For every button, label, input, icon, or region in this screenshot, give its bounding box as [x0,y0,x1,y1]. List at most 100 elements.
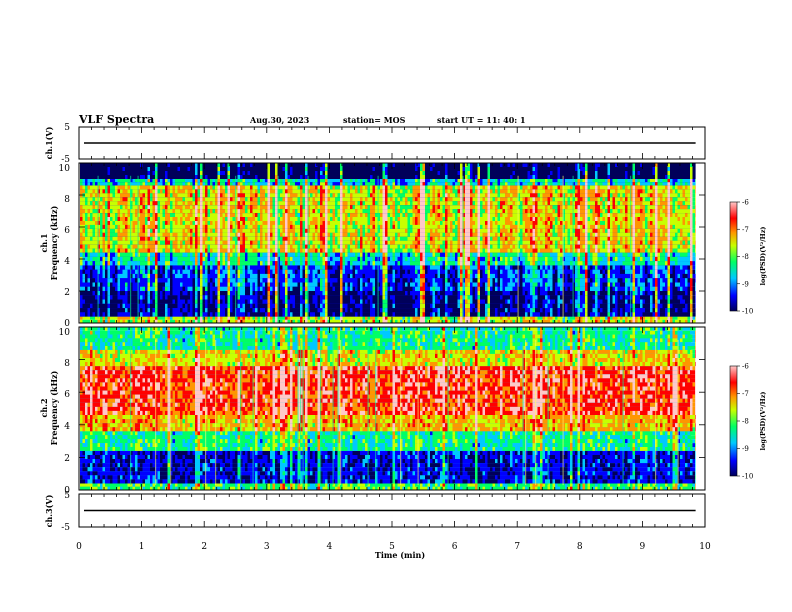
spectrogram-cell [527,316,530,320]
spectrogram-cell [272,273,275,279]
spectrogram-cell [200,308,203,313]
spectrogram-cell [527,299,530,304]
spectrogram-cell [185,319,188,323]
spectrogram-cell [255,256,258,262]
spectrogram-cell [452,312,455,317]
spectrogram-cell [82,291,85,296]
spectrogram-cell [215,193,218,198]
spectrogram-cell [97,312,100,317]
spectrogram-cell [550,278,553,283]
spectrogram-cell [477,189,480,194]
spectrogram-cell [130,252,133,257]
spectrogram-cell [460,299,463,304]
spectrogram-cell [160,319,163,323]
spectrogram-cell [487,295,490,300]
spectrogram-cell [555,316,558,320]
spectrogram-cell [617,319,620,323]
spectrogram-cell [675,265,678,270]
spectrogram-cell [595,295,598,300]
spectrogram-cell [617,185,620,190]
spectrogram-cell [572,299,575,304]
spectrogram-cell [142,256,145,262]
spectrogram-cell [282,252,285,257]
spectrogram-cell [380,286,383,291]
spectrogram-cell [277,269,280,274]
spectrogram-cell [642,282,645,287]
spectrogram-cell [417,193,420,198]
spectrogram-cell [635,282,638,287]
spectrogram-cell [635,312,638,317]
spectrogram-cell [102,189,105,194]
spectrogram-cell [347,261,350,266]
spectrogram-cell [172,193,175,198]
spectrogram-cell [172,303,175,309]
spectrogram-cell [225,291,228,296]
spectrogram-cell [317,291,320,296]
spectrogram-cell [555,256,558,262]
spectrogram-cell [612,319,615,323]
spectrogram-cell [587,308,590,313]
spectrogram-cell [95,256,98,262]
spectrogram-cell [275,299,278,304]
spectrogram-cell [442,269,445,274]
spectrogram-cell [425,185,428,190]
spectrogram-cell [652,269,655,274]
spectrogram-cell [397,265,400,270]
spectrogram-cell [345,303,348,309]
spectrogram-cell [242,278,245,283]
spectrogram-cell [357,303,360,309]
spectrogram-cell [695,189,696,194]
spectrogram-cell [482,319,485,323]
spectrogram-cell [505,286,508,291]
spectrogram-cell [667,261,670,266]
spectrogram-cell [420,261,423,266]
spectrogram-cell [297,265,300,270]
spectrogram-cell [347,295,350,300]
spectrogram-cell [650,252,653,257]
spectrogram-cell [480,252,483,257]
spectrogram-cell [165,286,168,291]
spectrogram-cell [220,261,223,266]
spectrogram-cell [155,286,158,291]
spectrogram-cell [667,252,670,257]
spectrogram-cell [212,316,215,320]
spectrogram-cell [275,185,278,190]
spectrogram-cell [272,319,275,323]
spectrogram-cell [100,312,103,317]
spectrogram-cell [610,286,613,291]
spectrogram-cell [152,265,155,270]
spectrogram-cell [437,316,440,320]
spectrogram-cell [510,299,513,304]
spectrogram-cell [530,273,533,279]
spectrogram-cell [305,286,308,291]
spectrogram-cell [430,193,433,198]
spectrogram-cell [112,278,115,283]
spectrogram-cell [652,286,655,291]
spectrogram-cell [647,282,650,287]
spectrogram-cell [110,295,113,300]
spectrogram-cell [437,312,440,317]
spectrogram-cell [160,252,163,257]
spectrogram-cell [120,303,123,309]
spectrogram-cell [557,278,560,283]
spectrogram-cell [195,261,198,266]
spectrogram-cell [307,273,310,279]
spectrogram-cell [430,286,433,291]
spectrogram-cell [147,256,150,262]
spectrogram-cell [80,273,83,279]
spectrogram-cell [245,193,248,198]
spectrogram-cell [660,273,663,279]
spectrogram-cell [517,193,520,198]
spectrogram-cell [450,269,453,274]
spectrogram-cell [175,261,178,266]
spectrogram-cell [157,299,160,304]
spectrogram-cell [295,273,298,279]
spectrogram-cell [497,282,500,287]
spectrogram-cell [405,286,408,291]
spectrogram-cell [322,256,325,262]
spectrogram-cell [512,312,515,317]
spectrogram-cell [300,291,303,296]
spectrogram-cell [407,286,410,291]
spectrogram-cell [297,291,300,296]
spectrogram-cell [172,319,175,323]
